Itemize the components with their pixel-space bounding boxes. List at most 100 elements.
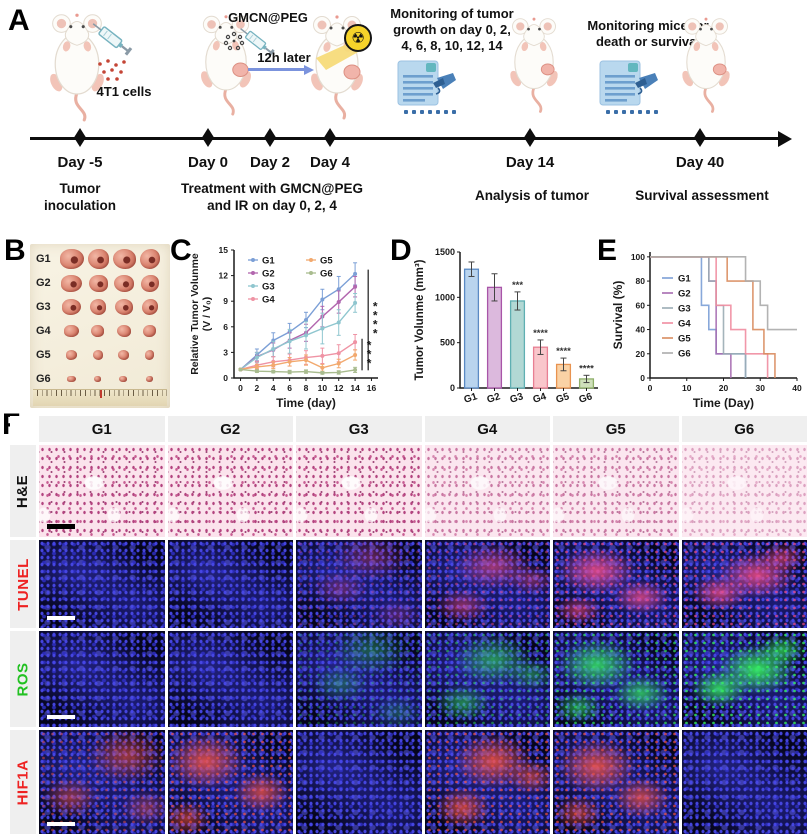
chart-text: G2 <box>678 289 691 300</box>
timeline-diamond <box>202 128 214 147</box>
text-line: Monitoring mice for <box>587 18 709 33</box>
chart-text: 12 <box>219 271 229 281</box>
tumor-bump <box>540 63 555 76</box>
chart-relative-tumor-volume: 0 2 4 6 8 10 12 14 16 0 3 6 9 12 15 Time (day) Relative … <box>189 245 378 410</box>
f-cell-ROS-G4 <box>424 631 550 727</box>
f-header-G4: G4 <box>424 416 550 442</box>
timeline-line <box>30 137 782 140</box>
chart-text: 14 <box>350 383 360 393</box>
cells-label: 4T1 cells <box>96 84 152 99</box>
scale-bar <box>47 524 75 529</box>
f-row-label-ROS: ROS <box>10 631 36 727</box>
data-point <box>336 351 341 356</box>
chart-text: Time (day) <box>276 396 336 410</box>
f-cell-HIF1A-G5 <box>553 730 679 834</box>
chart-text: G4 <box>262 295 275 306</box>
survival-curve-G6 <box>650 256 797 331</box>
tumor-bump <box>712 63 727 76</box>
f-cell-HE-G3 <box>296 445 422 537</box>
tumor-blob <box>67 375 76 383</box>
f-cell-ROS-G6 <box>681 631 807 727</box>
tumor-blob <box>91 325 105 337</box>
plot-area: 0 500 1000 1500 Tumor Volunme (mm³) G1 G2 *** G3… <box>414 247 598 406</box>
tumor-row: G1 <box>30 247 170 271</box>
chart-text: 15 <box>219 245 229 255</box>
monitoring-tumor-text: Monitoring of tumor growth on day 0, 2, … <box>372 6 532 54</box>
fluor-signal <box>296 631 422 727</box>
chart-text: 0 <box>450 383 455 393</box>
chart-text: 1000 <box>435 292 455 302</box>
bar-G2 <box>486 286 503 389</box>
bar-label: G6 <box>578 391 595 406</box>
bar-label: G3 <box>509 391 526 406</box>
sig-label: *** <box>512 280 523 291</box>
f-cell-HE-G4 <box>424 445 550 537</box>
chart-text: 3 <box>223 347 228 357</box>
chart-text: G2 <box>262 269 275 280</box>
text-line: and IR on day 0, 2, 4 <box>207 198 337 213</box>
micrograph-base <box>296 445 422 537</box>
micrograph-base <box>681 730 807 834</box>
chart-text: G5 <box>320 256 333 267</box>
scale-bar <box>47 822 75 826</box>
mouse-icon <box>302 10 372 120</box>
chart-text: 6 <box>223 322 228 332</box>
tumor-row: G5 <box>30 343 170 367</box>
data-point <box>271 369 276 374</box>
data-point <box>336 370 341 375</box>
f-header-G5: G5 <box>553 416 679 442</box>
data-point <box>353 300 358 305</box>
timeline-diamond <box>74 128 86 147</box>
data-point <box>336 320 341 325</box>
data-point <box>254 355 259 360</box>
legend: G1 G2 G3 G4 G5 G6 <box>662 274 691 360</box>
chart-text: (V / V₀) <box>201 297 213 331</box>
sig-label: **** <box>579 363 594 374</box>
gmcn-label: GMCN@PEG <box>228 10 308 25</box>
f-cell-HIF1A-G4 <box>424 730 550 834</box>
micrograph-base <box>39 445 165 537</box>
data-point <box>271 363 276 368</box>
chart-text: 6 <box>287 383 292 393</box>
f-row-label-TUNEL: TUNEL <box>10 540 36 628</box>
nanoparticle-dots-icon <box>223 31 245 51</box>
chart-text: 60 <box>636 300 646 310</box>
data-point <box>320 326 325 331</box>
tumor-blob <box>116 325 131 337</box>
chart-text: 0 <box>640 373 645 383</box>
f-cell-ROS-G2 <box>167 631 293 727</box>
f-cell-ROS-G3 <box>296 631 422 727</box>
data-point <box>271 346 276 351</box>
fluor-signal <box>553 730 679 834</box>
micrograph-base <box>553 445 679 537</box>
tumor-blob <box>114 274 135 292</box>
tumor-photo: G1 G2 G3 G4 G5 G6 <box>30 244 170 408</box>
data-point <box>304 333 308 338</box>
micrograph-base <box>424 445 550 537</box>
f-cell-TUNEL-G3 <box>296 540 422 628</box>
data-point <box>353 352 358 357</box>
series-line <box>240 273 356 370</box>
f-cell-HE-G6 <box>681 445 807 537</box>
fluor-signal <box>553 540 679 628</box>
timeline-diamond <box>694 128 706 147</box>
chart-text: 16 <box>367 383 377 393</box>
event-sublabel: Analysis of tumor <box>474 188 590 203</box>
chart-text: G4 <box>678 319 691 330</box>
tumor-blob <box>145 375 153 383</box>
chart-text: 0 <box>648 383 653 393</box>
series-G5 <box>238 349 358 372</box>
chart-text: Relative Tumor Volunme <box>189 253 201 375</box>
scale-bar <box>47 616 75 620</box>
event-sublabel: Tumor inoculation <box>20 180 140 214</box>
tumor-blob <box>61 274 83 292</box>
chart-text: * <box>373 299 378 313</box>
tumor-cells <box>58 249 170 269</box>
text-line: Monitoring of tumor <box>390 6 514 21</box>
f-cell-TUNEL-G2 <box>167 540 293 628</box>
f-cell-TUNEL-G6 <box>681 540 807 628</box>
text-line: growth on day 0, 2, <box>393 22 511 37</box>
data-point <box>238 367 243 372</box>
tumor-row: G3 <box>30 295 170 319</box>
radiation-icon: ☢ <box>344 24 372 52</box>
